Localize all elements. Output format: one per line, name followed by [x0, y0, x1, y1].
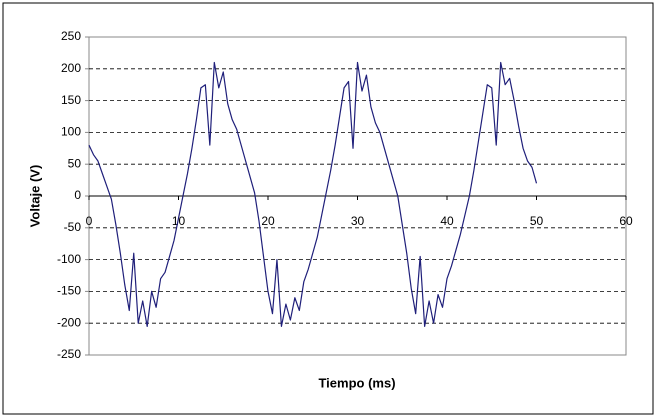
x-tick-label: 60	[619, 214, 633, 228]
x-tick-label: 40	[440, 214, 454, 228]
y-tick-label: 100	[61, 125, 81, 139]
y-tick-label: -50	[64, 220, 82, 234]
y-tick-label: 0	[74, 188, 81, 202]
x-axis-title: Tiempo (ms)	[318, 375, 395, 390]
y-tick-label: 50	[68, 156, 82, 170]
y-tick-label: -100	[57, 252, 81, 266]
x-tick-label: 50	[530, 214, 544, 228]
y-tick-label: -200	[57, 315, 81, 329]
x-tick-label: 20	[261, 214, 275, 228]
x-tick-label: 0	[86, 214, 93, 228]
x-tick-label: 30	[351, 214, 365, 228]
y-tick-label: -250	[57, 347, 81, 361]
y-axis-title: Voltaje (V)	[27, 165, 42, 228]
voltage-line	[88, 61, 538, 327]
y-tick-label: -150	[57, 284, 81, 298]
y-tick-label: 250	[61, 29, 81, 43]
y-tick-label: 150	[61, 93, 81, 107]
x-tick-label: 10	[172, 214, 186, 228]
y-tick-label: 200	[61, 61, 81, 75]
